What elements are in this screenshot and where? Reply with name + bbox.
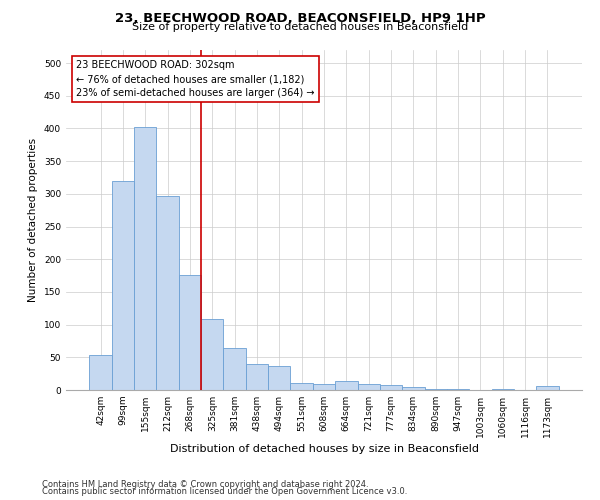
Bar bbox=[112, 181, 134, 390]
X-axis label: Distribution of detached houses by size in Beaconsfield: Distribution of detached houses by size … bbox=[170, 444, 479, 454]
Y-axis label: Number of detached properties: Number of detached properties bbox=[28, 138, 38, 302]
Bar bbox=[201, 320, 223, 390]
Bar bbox=[290, 384, 313, 390]
Bar bbox=[425, 388, 447, 390]
Bar bbox=[89, 356, 112, 390]
Bar bbox=[268, 366, 290, 390]
Text: Contains HM Land Registry data © Crown copyright and database right 2024.: Contains HM Land Registry data © Crown c… bbox=[42, 480, 368, 489]
Bar bbox=[402, 388, 425, 390]
Bar bbox=[179, 275, 201, 390]
Bar bbox=[157, 196, 179, 390]
Bar bbox=[358, 384, 380, 390]
Text: Contains public sector information licensed under the Open Government Licence v3: Contains public sector information licen… bbox=[42, 487, 407, 496]
Bar bbox=[223, 348, 246, 390]
Bar bbox=[313, 384, 335, 390]
Text: 23 BEECHWOOD ROAD: 302sqm
← 76% of detached houses are smaller (1,182)
23% of se: 23 BEECHWOOD ROAD: 302sqm ← 76% of detac… bbox=[76, 60, 315, 98]
Bar bbox=[536, 386, 559, 390]
Bar bbox=[134, 126, 157, 390]
Text: Size of property relative to detached houses in Beaconsfield: Size of property relative to detached ho… bbox=[132, 22, 468, 32]
Bar bbox=[380, 386, 402, 390]
Bar bbox=[246, 364, 268, 390]
Text: 23, BEECHWOOD ROAD, BEACONSFIELD, HP9 1HP: 23, BEECHWOOD ROAD, BEACONSFIELD, HP9 1H… bbox=[115, 12, 485, 26]
Bar bbox=[335, 381, 358, 390]
